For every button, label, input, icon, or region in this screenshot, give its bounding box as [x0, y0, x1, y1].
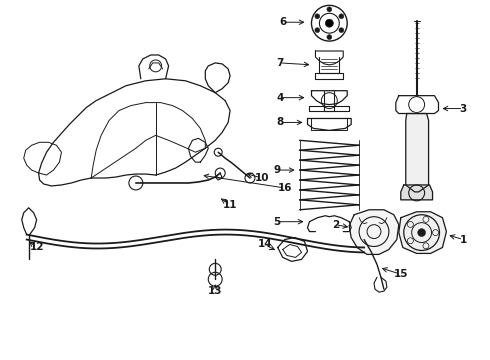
Text: 3: 3 [460, 104, 467, 113]
Polygon shape [399, 212, 446, 253]
Circle shape [339, 28, 344, 33]
Text: 7: 7 [276, 58, 283, 68]
Circle shape [327, 35, 332, 40]
Text: 1: 1 [460, 234, 467, 244]
Text: 8: 8 [276, 117, 283, 127]
Text: 4: 4 [276, 93, 283, 103]
Circle shape [327, 7, 332, 12]
Text: 11: 11 [223, 200, 237, 210]
Circle shape [315, 28, 320, 33]
Text: 12: 12 [29, 243, 44, 252]
Circle shape [417, 229, 426, 237]
Text: 15: 15 [393, 269, 408, 279]
Text: 6: 6 [279, 17, 286, 27]
Polygon shape [349, 210, 399, 255]
Polygon shape [406, 113, 429, 192]
Text: 9: 9 [273, 165, 280, 175]
Text: 14: 14 [258, 239, 272, 249]
Text: 16: 16 [277, 183, 292, 193]
Circle shape [339, 14, 344, 19]
Circle shape [315, 14, 320, 19]
Text: 13: 13 [208, 286, 222, 296]
Circle shape [325, 19, 333, 27]
Text: 2: 2 [332, 220, 339, 230]
Text: 5: 5 [273, 217, 280, 227]
Polygon shape [401, 185, 433, 200]
Text: 10: 10 [255, 173, 269, 183]
